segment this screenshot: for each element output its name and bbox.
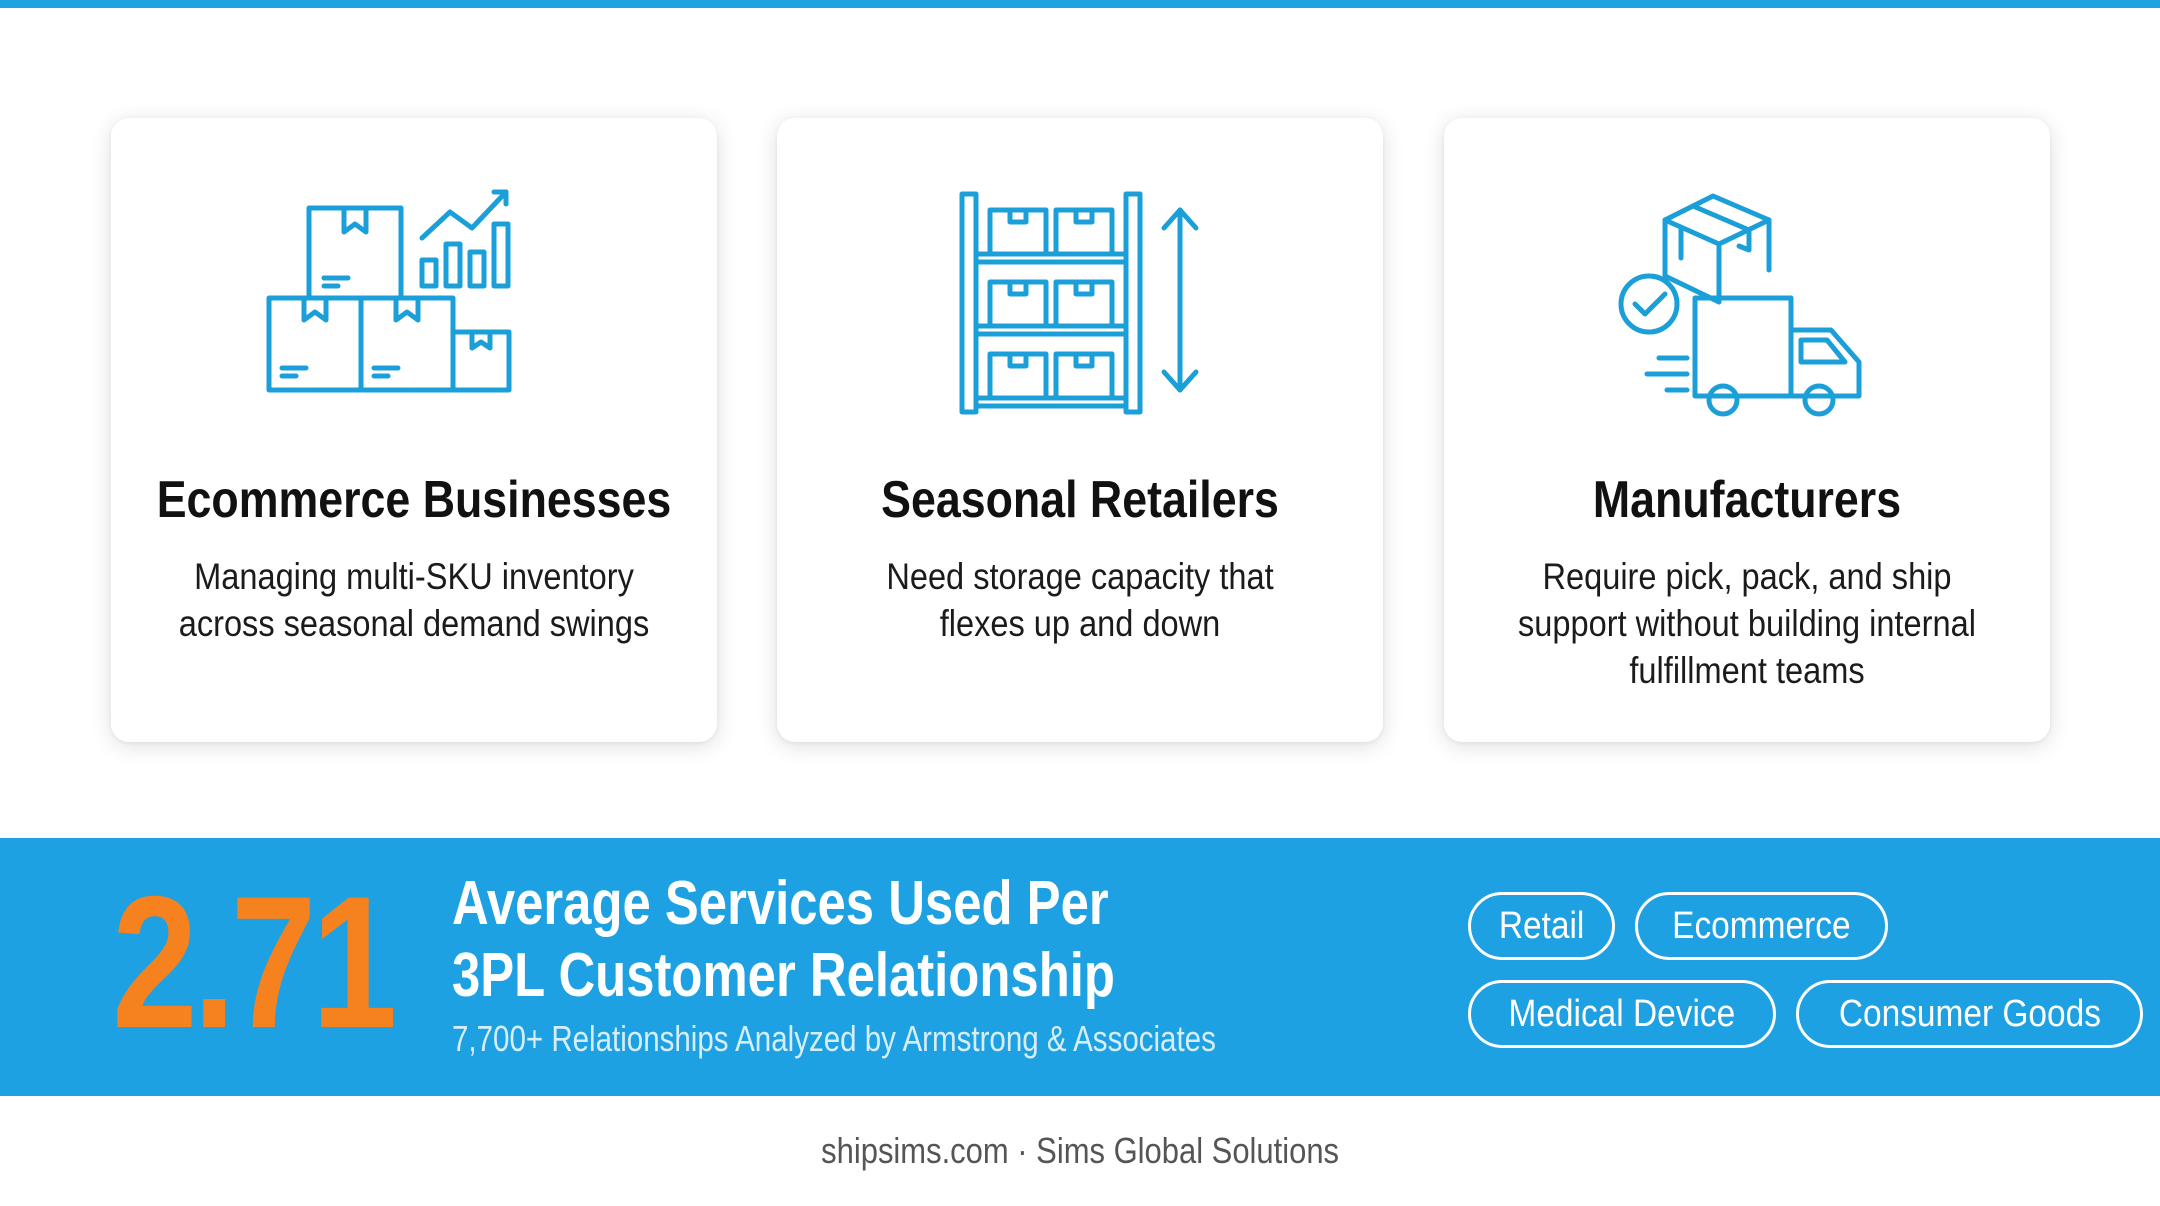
industry-tags: Retail Ecommerce Medical Device Consumer… bbox=[1468, 892, 2144, 1068]
footer-credit: shipsims.com · Sims Global Solutions bbox=[0, 1130, 2160, 1172]
delivery-truck-package-icon bbox=[1597, 180, 1897, 430]
tag-consumer-goods: Consumer Goods bbox=[1795, 980, 2144, 1048]
card-manufacturers: Manufacturers Require pick, pack, and sh… bbox=[1444, 118, 2050, 742]
stat-value: 2.71 bbox=[112, 857, 397, 1067]
stat-headline-line2: 3PL Customer Relationship bbox=[452, 941, 1115, 1010]
tag-retail: Retail bbox=[1468, 892, 1616, 960]
tag-medical-device: Medical Device bbox=[1468, 980, 1776, 1048]
stats-banner bbox=[0, 838, 2160, 1096]
card-ecommerce-businesses: Ecommerce Businesses Managing multi-SKU … bbox=[111, 118, 717, 742]
card-title: Manufacturers bbox=[1592, 471, 1902, 529]
card-description: Need storage capacity that flexes up and… bbox=[886, 556, 1274, 644]
stat-subline: 7,700+ Relationships Analyzed by Armstro… bbox=[452, 1018, 1216, 1059]
stat-headline-line1: Average Services Used Per bbox=[452, 869, 1109, 938]
tag-ecommerce: Ecommerce bbox=[1635, 892, 1888, 960]
card-description: Managing multi-SKU inventory across seas… bbox=[178, 556, 650, 644]
card-seasonal-retailers: Seasonal Retailers Need storage capacity… bbox=[777, 118, 1383, 742]
card-description: Require pick, pack, and ship support wit… bbox=[1518, 556, 1976, 691]
card-title: Seasonal Retailers bbox=[881, 471, 1279, 529]
top-accent-bar bbox=[0, 0, 2160, 8]
footer-text: shipsims.com · Sims Global Solutions bbox=[821, 1130, 1339, 1171]
warehouse-shelving-icon bbox=[930, 180, 1230, 430]
inventory-boxes-chart-icon bbox=[264, 180, 564, 430]
card-title: Ecommerce Businesses bbox=[156, 471, 672, 529]
stat-headline: Average Services Used Per 3PL Customer R… bbox=[452, 868, 1190, 1012]
